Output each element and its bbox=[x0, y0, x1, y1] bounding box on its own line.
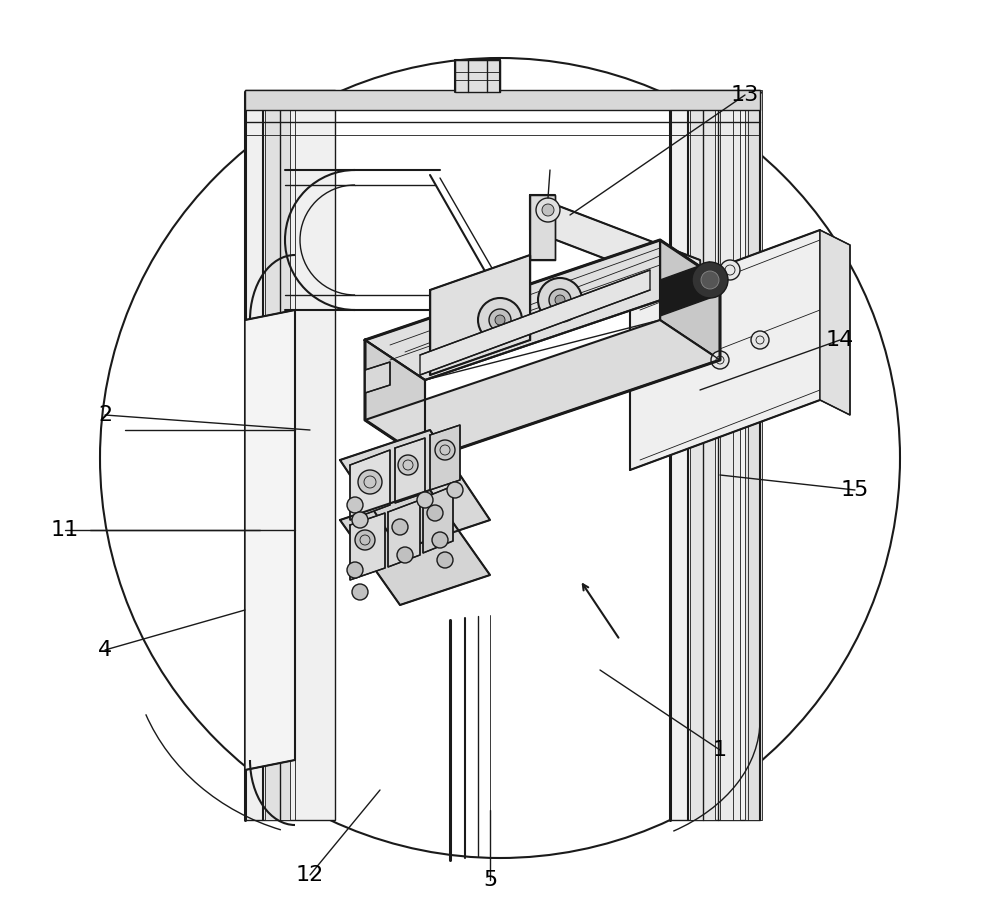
Polygon shape bbox=[365, 362, 390, 393]
Circle shape bbox=[549, 289, 571, 311]
Circle shape bbox=[542, 204, 554, 216]
Polygon shape bbox=[745, 90, 762, 820]
Polygon shape bbox=[420, 270, 650, 375]
Polygon shape bbox=[690, 90, 715, 820]
Circle shape bbox=[720, 260, 740, 280]
Polygon shape bbox=[365, 240, 720, 380]
Circle shape bbox=[538, 278, 582, 322]
Circle shape bbox=[447, 482, 463, 498]
Circle shape bbox=[397, 547, 413, 563]
Circle shape bbox=[489, 309, 511, 331]
Circle shape bbox=[711, 351, 729, 369]
Text: 2: 2 bbox=[98, 405, 112, 425]
Polygon shape bbox=[630, 230, 820, 470]
Polygon shape bbox=[720, 90, 740, 820]
Circle shape bbox=[398, 455, 418, 475]
Circle shape bbox=[347, 562, 363, 578]
Circle shape bbox=[536, 198, 560, 222]
Circle shape bbox=[690, 300, 710, 320]
Circle shape bbox=[692, 262, 728, 298]
Text: 14: 14 bbox=[826, 330, 854, 350]
Polygon shape bbox=[245, 90, 335, 820]
Circle shape bbox=[352, 584, 368, 600]
Polygon shape bbox=[340, 490, 490, 605]
Polygon shape bbox=[423, 486, 453, 553]
Circle shape bbox=[437, 552, 453, 568]
Polygon shape bbox=[365, 340, 425, 460]
Circle shape bbox=[701, 271, 719, 289]
Polygon shape bbox=[455, 60, 500, 92]
Polygon shape bbox=[265, 90, 290, 820]
Text: 4: 4 bbox=[98, 640, 112, 660]
Polygon shape bbox=[350, 450, 390, 520]
Circle shape bbox=[432, 532, 448, 548]
Polygon shape bbox=[670, 90, 760, 820]
Polygon shape bbox=[365, 320, 720, 460]
Polygon shape bbox=[430, 425, 460, 490]
Circle shape bbox=[427, 505, 443, 521]
Text: 11: 11 bbox=[51, 520, 79, 540]
Polygon shape bbox=[660, 240, 720, 360]
Circle shape bbox=[555, 295, 565, 305]
Text: 12: 12 bbox=[296, 865, 324, 885]
Circle shape bbox=[392, 519, 408, 535]
Polygon shape bbox=[530, 195, 555, 260]
Polygon shape bbox=[340, 430, 490, 550]
Polygon shape bbox=[350, 513, 385, 580]
Polygon shape bbox=[820, 230, 850, 415]
Polygon shape bbox=[388, 500, 420, 567]
Polygon shape bbox=[245, 310, 295, 770]
Text: 5: 5 bbox=[483, 870, 497, 890]
Polygon shape bbox=[530, 195, 700, 295]
Polygon shape bbox=[245, 90, 760, 110]
Circle shape bbox=[751, 331, 769, 349]
Circle shape bbox=[355, 530, 375, 550]
Polygon shape bbox=[430, 255, 530, 375]
Circle shape bbox=[347, 497, 363, 513]
Circle shape bbox=[352, 512, 368, 528]
Circle shape bbox=[435, 440, 455, 460]
Text: 15: 15 bbox=[841, 480, 869, 500]
Circle shape bbox=[478, 298, 522, 342]
Circle shape bbox=[495, 315, 505, 325]
Text: 1: 1 bbox=[713, 740, 727, 760]
Circle shape bbox=[358, 470, 382, 494]
Circle shape bbox=[417, 492, 433, 508]
Polygon shape bbox=[395, 438, 425, 503]
Polygon shape bbox=[660, 262, 710, 316]
Text: 13: 13 bbox=[731, 85, 759, 105]
Circle shape bbox=[100, 58, 900, 858]
